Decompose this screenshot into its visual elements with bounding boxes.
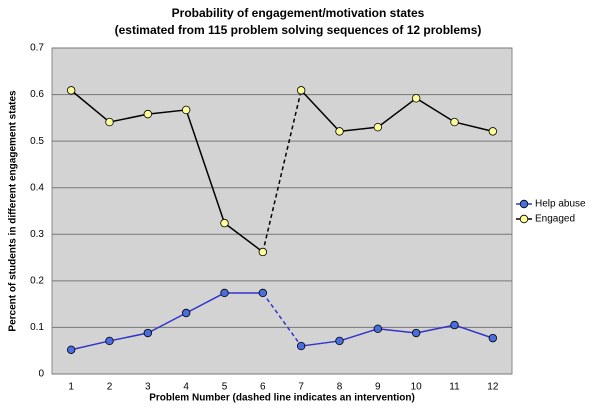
line-segment [224,222,264,253]
point [373,324,383,334]
point [220,218,229,228]
line-segment [300,89,341,132]
x-tick-label: 12 [487,382,499,393]
line-segment [339,126,378,133]
point [488,127,498,136]
point [488,333,498,343]
legend-label: Engaged [535,214,575,225]
y-tick-label: 0.2 [30,275,44,286]
point [335,127,344,136]
line-segment [454,324,494,339]
line-segment [415,97,455,123]
point [66,86,76,95]
point [450,320,459,330]
point [450,117,459,127]
point [258,288,268,298]
point [143,328,153,338]
x-tick-label: 4 [183,382,189,393]
line-segment [70,340,110,351]
point [181,308,191,318]
y-tick-label: 0.4 [30,182,44,193]
line-segment [377,328,417,334]
y-tick-label: 0.7 [30,43,44,54]
point [296,341,306,351]
chart-subtitle: (estimated from 115 problem solving sequ… [115,23,482,37]
x-tick-label: 3 [145,382,151,393]
line-segment [185,292,225,314]
x-tick-label: 1 [68,382,74,393]
point [66,345,76,354]
y-axis-label: Percent of students in different engagem… [8,90,19,332]
x-tick-label: 6 [260,382,266,393]
legend-marker [519,199,529,209]
line-segment [416,324,455,334]
line-segment [147,109,187,115]
point [220,288,229,298]
line-segment [147,312,187,334]
point [143,109,153,119]
line-segment [109,332,148,342]
point [411,328,421,338]
legend-label: Help abuse [535,199,586,210]
x-tick-label: 11 [449,382,460,393]
point [296,86,306,95]
line-segment [301,340,340,347]
line-segment [109,113,148,123]
point [105,117,114,127]
chart-title: Probability of engagement/motivation sta… [172,6,425,20]
y-tick-label: 0 [38,369,44,380]
x-axis-label: Problem Number (dashed line indicates an… [149,393,415,404]
point [373,122,383,132]
line-segment [185,109,226,224]
line-segment [339,328,379,342]
x-tick-label: 5 [222,382,228,393]
y-tick-label: 0.5 [30,136,44,147]
point [258,247,268,257]
x-tick-label: 8 [337,382,343,393]
x-tick-label: 10 [411,382,423,393]
plot-area [51,47,513,375]
y-tick-label: 0.1 [30,322,44,333]
line-segment [454,121,494,133]
x-tick-label: 2 [107,382,113,393]
y-tick-label: 0.3 [30,229,44,240]
line-segment [262,292,302,347]
x-tick-label: 7 [298,382,304,393]
line-segment [70,89,110,123]
y-tick-label: 0.6 [30,89,44,100]
point [181,105,191,115]
legend-marker [519,214,529,224]
point [105,336,114,346]
line-segment [377,97,417,128]
point [411,94,421,103]
x-tick-label: 9 [375,382,381,393]
point [335,336,344,346]
